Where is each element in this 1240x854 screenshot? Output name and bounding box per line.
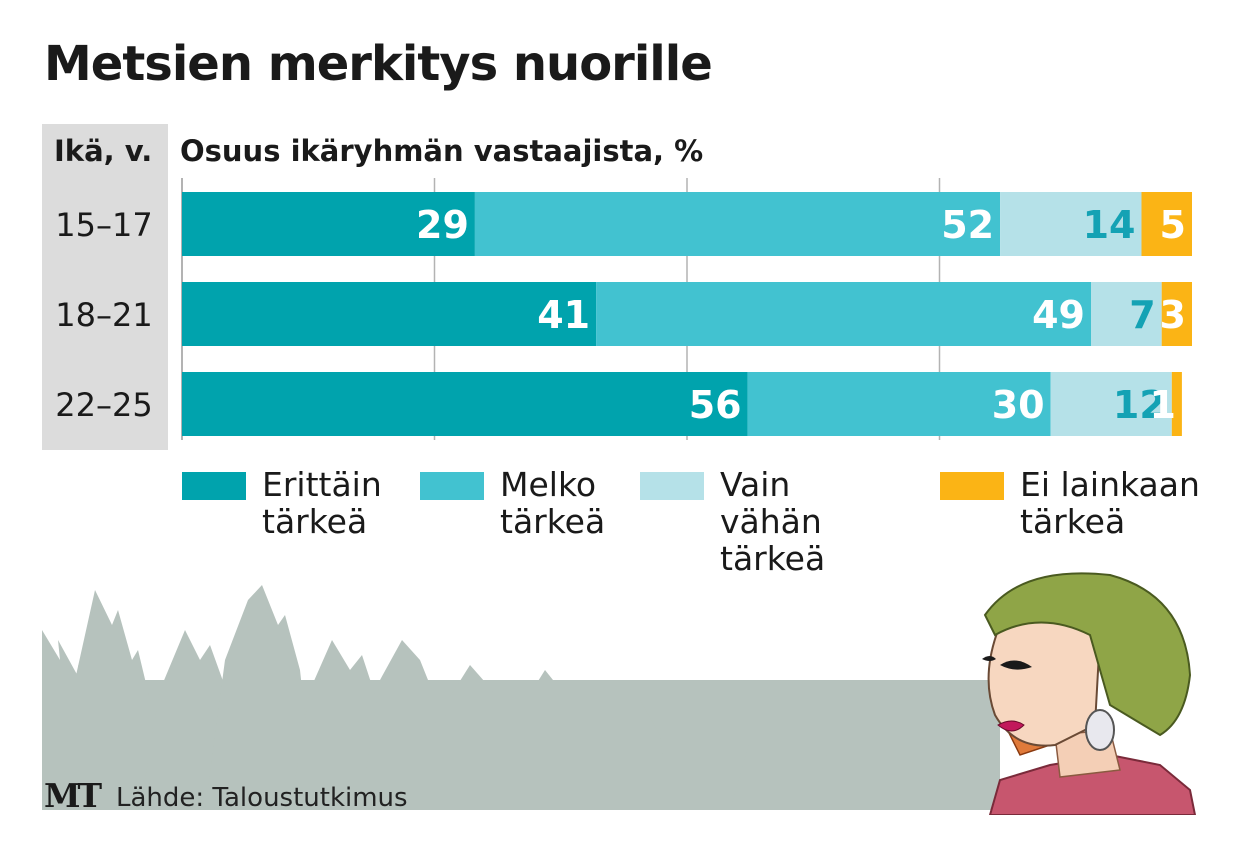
category-label: 15–17 [55, 206, 152, 244]
lips [997, 720, 1025, 732]
data-label: 29 [416, 203, 469, 247]
data-label: 5 [1160, 203, 1186, 247]
eye [1000, 660, 1032, 670]
data-label: 1 [1149, 383, 1175, 427]
legend-label-line2: tärkeä [1020, 502, 1126, 541]
bar-segment [474, 192, 1001, 256]
legend-label-line1: Melko [500, 465, 597, 504]
data-label: 49 [1032, 293, 1085, 337]
tree [810, 715, 915, 810]
data-label: 14 [1083, 203, 1136, 247]
tree [430, 665, 515, 810]
bar-segment [1091, 282, 1162, 346]
young-woman-illustration [982, 572, 1197, 815]
data-label: 41 [537, 293, 590, 337]
bar-segment [1141, 192, 1192, 256]
age-axis-header: Ikä, v. [54, 134, 153, 168]
legend-label-line1: Erittäin [262, 465, 382, 504]
data-label: 30 [992, 383, 1045, 427]
stacked-bar-chart: 15–17 29 52 14 5 18–21 41 49 7 3 22–25 56 30 121 [55, 178, 1192, 440]
tree [205, 585, 315, 810]
bar-segment [1171, 372, 1182, 436]
legend-label-line2: tärkeä [720, 539, 826, 578]
data-label: 3 [1160, 293, 1186, 337]
legend-label-line2: tärkeä [500, 502, 606, 541]
bar-segment [1050, 372, 1172, 436]
chart-title: Metsien merkitys nuorille [44, 36, 713, 92]
legend-swatch-melko [420, 472, 484, 500]
beanie-hat [983, 572, 1192, 737]
data-label: 7 [1129, 293, 1155, 337]
legend-label-vain-vahan: Vain vähän tärkeä [720, 466, 900, 577]
legend-swatch-vain-vahan [640, 472, 704, 500]
category-label: 22–25 [55, 386, 152, 424]
tree [575, 680, 670, 810]
mt-logo: MT [44, 776, 102, 815]
tree [500, 670, 590, 810]
chart-subtitle: Osuus ikäryhmän vastaajista, % [180, 134, 704, 168]
legend-label-erittain: Erittäin tärkeä [262, 466, 442, 540]
bar-segment [182, 372, 748, 436]
legend-swatch-erittain [182, 472, 246, 500]
tree [895, 730, 1000, 810]
legend-label-line2: tärkeä [262, 502, 368, 541]
source-note: Lähde: Taloustutkimus [116, 783, 408, 813]
bar-segment [182, 282, 597, 346]
legend-swatch-ei-lainkaan [940, 472, 1004, 500]
eye [982, 656, 996, 661]
tree [730, 710, 830, 810]
bar-segment [596, 282, 1091, 346]
category-label: 18–21 [55, 296, 152, 334]
data-label: 12 [1113, 383, 1166, 427]
data-label: 52 [941, 203, 994, 247]
bar-segment [747, 372, 1051, 436]
legend-label-melko: Melko tärkeä [500, 466, 680, 540]
bar-segment [1000, 192, 1142, 256]
tree [360, 640, 445, 810]
legend-label-line1: Vain vähän [720, 465, 822, 541]
legend-label-line1: Ei lainkaan [1020, 465, 1200, 504]
legend-label-ei-lainkaan: Ei lainkaan tärkeä [1020, 466, 1200, 540]
scarf [988, 753, 1197, 815]
forest-illustration [42, 585, 1000, 810]
bar-segment [1161, 282, 1192, 346]
data-label: 56 [689, 383, 742, 427]
tree [650, 695, 750, 810]
tree [290, 640, 390, 810]
tree [60, 590, 160, 810]
tree-silhouettes [42, 585, 1000, 810]
age-column-band [42, 124, 168, 450]
bar-segment [182, 192, 475, 256]
earring [1085, 709, 1115, 751]
